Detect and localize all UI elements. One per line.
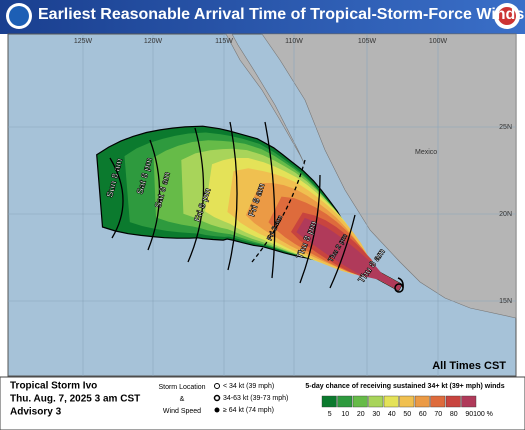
isochrone — [147, 139, 161, 251]
symbol-label: < 34 kt (39 mph) — [223, 383, 274, 390]
probability-band — [296, 217, 402, 291]
symbol-icon — [214, 407, 220, 413]
baja-peninsula — [225, 33, 306, 166]
title: Earliest Reasonable Arrival Time of Trop… — [38, 6, 524, 23]
scale-label: 30 — [372, 411, 380, 418]
probability-swath — [96, 125, 403, 292]
symbol-title: & — [180, 396, 185, 403]
isochrone — [109, 157, 124, 239]
scale-swatch — [414, 395, 430, 408]
symbol-title: Storm Location — [158, 384, 205, 391]
header-bar — [0, 0, 525, 34]
scale-label: 90 — [465, 411, 473, 418]
longitude-label: 100W — [429, 38, 448, 45]
longitude-label: 120W — [144, 38, 163, 45]
scale-swatch — [321, 395, 337, 408]
nws-logo-inner — [498, 7, 516, 25]
scale-label: 80 — [450, 411, 458, 418]
isochrone — [187, 127, 205, 263]
isochrone — [329, 214, 356, 289]
longitude-label: 105W — [358, 38, 377, 45]
storm-symbol — [394, 277, 404, 293]
scale-swatch — [368, 395, 384, 408]
scale-title: 5-day chance of receiving sustained 34+ … — [305, 383, 504, 390]
scale-swatch — [461, 395, 477, 408]
storm-name: Tropical Storm Ivo — [10, 381, 97, 392]
noaa-logo-inner — [9, 6, 29, 26]
isochrone — [227, 121, 238, 271]
longitude-label: 110W — [285, 38, 303, 45]
symbol-label: ≥ 64 kt (74 mph) — [223, 407, 274, 414]
scale-swatch — [337, 395, 353, 408]
region-label: Mexico — [415, 149, 437, 156]
longitude-label: 115W — [215, 38, 233, 45]
advisory-date: Thu. Aug. 7, 2025 3 am CST — [10, 394, 140, 405]
scale-swatch — [352, 395, 368, 408]
isochrone — [299, 174, 321, 284]
symbol-icon — [214, 383, 220, 389]
scale-label: 20 — [357, 411, 365, 418]
advisory-number: Advisory 3 — [10, 407, 62, 418]
times-note: All Times CST — [432, 360, 506, 372]
storm-tail — [397, 277, 404, 289]
mainland-mexico — [261, 33, 517, 319]
scale-label: 40 — [388, 411, 396, 418]
latitude-label: 15N — [499, 298, 512, 305]
scale-label: 60 — [419, 411, 427, 418]
symbol-icon — [213, 394, 221, 402]
symbol-label: 34-63 kt (39-73 mph) — [223, 395, 288, 402]
symbol-title: Wind Speed — [163, 408, 201, 415]
scale-label: 50 — [403, 411, 411, 418]
scale-swatch — [430, 395, 446, 408]
color-scale — [321, 395, 477, 408]
longitude-label: 125W — [74, 38, 93, 45]
scale-swatch — [445, 395, 461, 408]
scale-label: 70 — [434, 411, 442, 418]
scale-swatch — [383, 395, 399, 408]
isochrone — [251, 159, 306, 263]
isochrones — [109, 121, 356, 289]
latitude-label: 20N — [499, 211, 512, 218]
scale-label: 5 — [328, 411, 332, 418]
scale-swatch — [399, 395, 415, 408]
latitude-label: 25N — [499, 124, 512, 131]
isochrone — [264, 121, 276, 279]
scale-label: 10 — [341, 411, 349, 418]
scale-label: 100 % — [473, 411, 493, 418]
